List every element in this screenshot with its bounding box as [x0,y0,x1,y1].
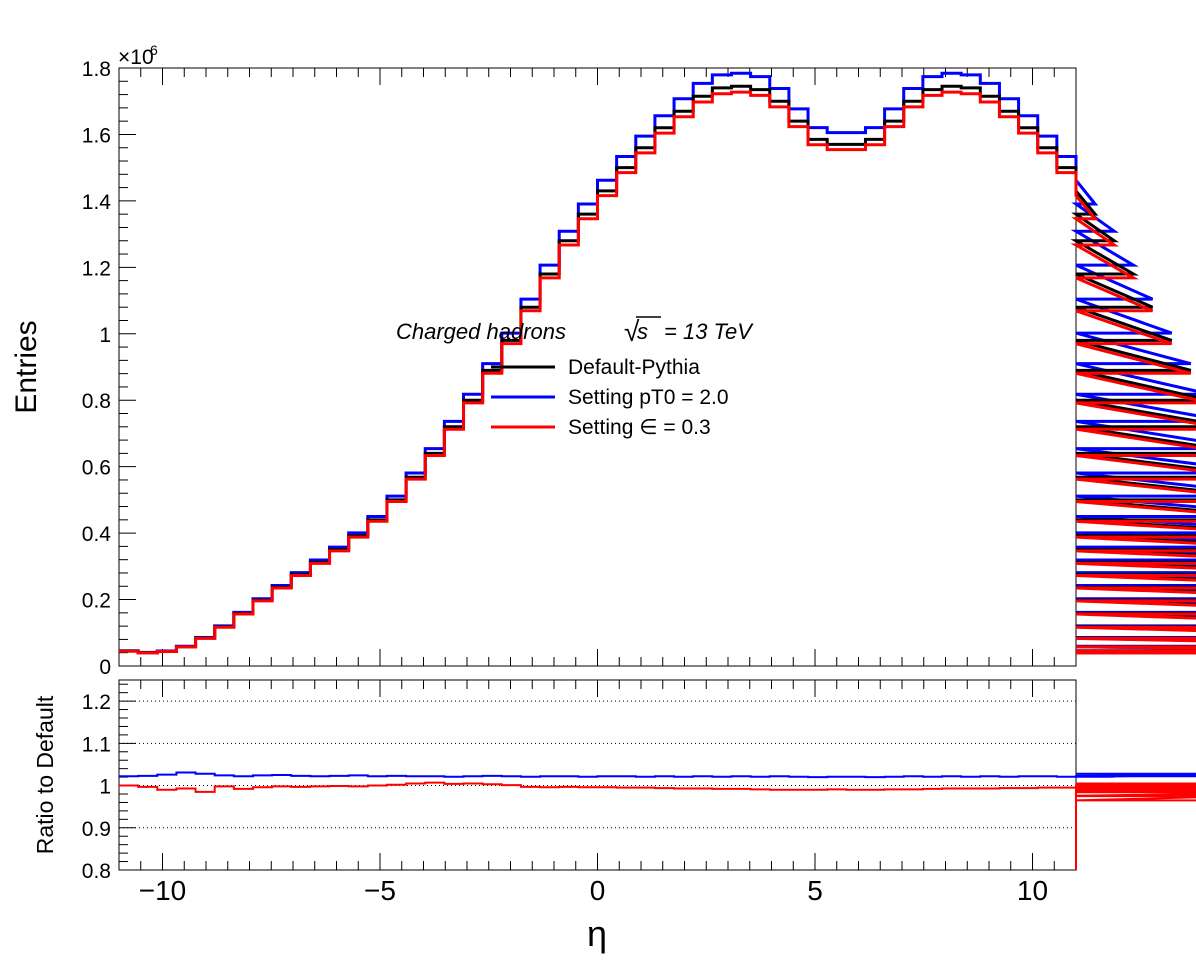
top-y-tick-label: 0.8 [82,390,111,413]
top-histograms [119,71,1196,655]
bottom-y-tick-label: 1 [99,776,111,799]
y-scale-exponent: 6 [150,42,158,58]
top-y-tick-label: 1.4 [82,191,112,214]
ratio-pt0-2 [119,771,1196,779]
top-y-tick-label: 0.4 [82,523,112,546]
legend: Default-Pythia Setting pT0 = 2.0 Setting… [491,356,729,439]
bottom-x-axis-ticks: −10 −5 0 5 10 [118,680,1077,906]
annotation-sqrt-symbol: √ [624,316,640,347]
bottom-y-tick-label: 1.2 [82,691,111,714]
histogram-epsilon-0-3 [119,90,1196,655]
bottom-y-tick-label: 1.1 [82,733,111,756]
bottom-panel: 0.8 0.9 1 1.1 1.2 −10 −5 0 5 10 Ratio to Default… [32,679,1196,954]
top-y-axis-ticks: 0 0.2 0.4 0.6 0.8 1 1.2 1.4 1.6 1.8 [82,58,136,679]
annotation-charged-hadrons: Charged hadrons [396,319,566,344]
ratio-histograms [119,771,1196,870]
legend-entry-epsilon: Setting ∈ = 0.3 [491,416,711,439]
legend-label-pt0: Setting pT0 = 2.0 [568,386,729,409]
x-tick-label: 10 [1017,875,1048,906]
top-y-axis-label: Entries [10,320,43,413]
x-axis-label: η [587,913,607,954]
svg-text:×10: ×10 [118,46,154,69]
bottom-y-tick-label: 0.8 [82,860,111,883]
y-scale-multiplier: ×10 6 [118,42,158,69]
annotation-sqrt-s: s [637,319,648,344]
top-y-tick-label: 0.2 [82,590,111,613]
top-y-tick-label: 0.6 [82,457,111,480]
top-y-tick-label: 1.6 [82,124,111,147]
x-tick-label: 0 [590,875,606,906]
legend-entry-default: Default-Pythia [491,356,700,379]
ratio-epsilon-0-3 [119,781,1196,870]
x-tick-label: −10 [139,875,187,906]
annotation-energy: = 13 TeV [664,319,754,344]
top-y-tick-label: 1.2 [82,257,111,280]
x-tick-label: 5 [807,875,823,906]
legend-label-epsilon: Setting ∈ = 0.3 [568,416,711,439]
ratio-grid-lines [119,700,1076,829]
bottom-y-axis-label: Ratio to Default [32,695,58,854]
bottom-y-tick-label: 0.9 [82,818,111,841]
y-scale-times: ×10 [118,46,154,69]
histogram-pt0-2 [119,71,1196,654]
top-panel: 0 0.2 0.4 0.6 0.8 1 1.2 1.4 1.6 1.8 Entries ×10 6… [10,42,1196,679]
bottom-y-axis-ticks: 0.8 0.9 1 1.1 1.2 [82,683,136,883]
physics-annotation: Charged hadrons √ s = 13 TeV [396,316,754,347]
top-y-tick-label: 1 [99,324,111,347]
x-tick-label: −5 [364,875,396,906]
top-y-tick-label: 1.8 [82,58,111,81]
legend-label-default: Default-Pythia [568,356,700,379]
top-y-tick-label: 0 [99,656,111,679]
legend-entry-pt0: Setting pT0 = 2.0 [491,386,729,409]
